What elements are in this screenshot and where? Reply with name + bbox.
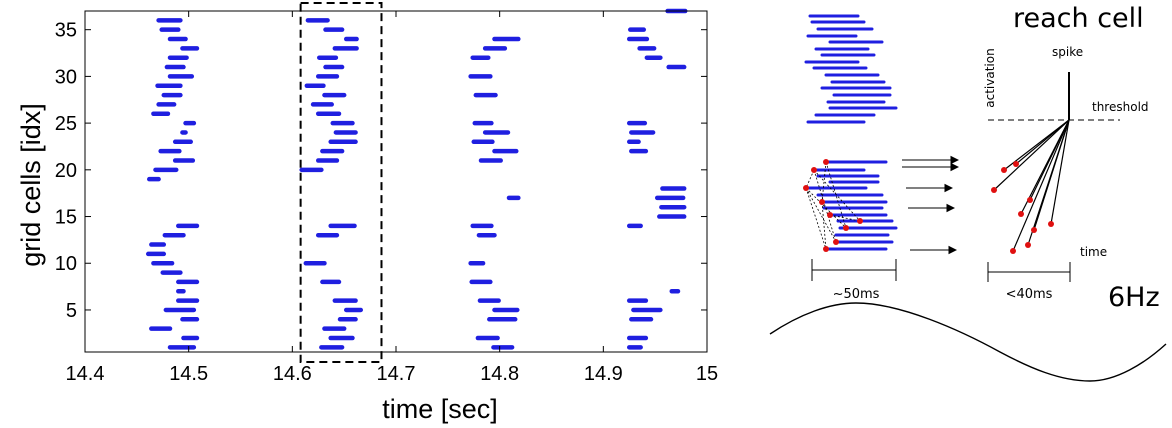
- upper-spike-cluster: [804, 14, 898, 124]
- y-tick-label: 10: [55, 253, 77, 275]
- frequency-label: 6Hz: [1108, 282, 1160, 313]
- spike-segments: [145, 8, 688, 350]
- left-scale-label: ~50ms: [833, 287, 880, 302]
- time-label: time: [1080, 245, 1107, 259]
- right-red-dots: [991, 161, 1054, 254]
- spike-label: spike: [1052, 45, 1083, 59]
- y-tick-label: 15: [55, 207, 77, 229]
- y-tick-label: 20: [55, 160, 77, 182]
- x-tick-label: 14.7: [377, 363, 416, 385]
- schematic-title: reach cell: [1013, 3, 1144, 34]
- highlight-window-box: [299, 2, 383, 363]
- x-tick-label: 14.8: [480, 363, 519, 385]
- x-tick-label: 14.6: [273, 363, 312, 385]
- y-tick-label: 5: [66, 300, 77, 322]
- x-tick-label: 14.4: [66, 363, 105, 385]
- x-axis-label: time [sec]: [382, 394, 498, 424]
- reach-cell-schematic: reach cell: [769, 3, 1167, 382]
- x-axis-ticks: 14.4 14.5 14.6 14.7 14.8 14.9 15: [66, 11, 718, 385]
- raster-plot: 14.4 14.5 14.6 14.7 14.8 14.9 15 5 10 15 20 25 30 35…: [16, 2, 718, 424]
- y-tick-label: 35: [55, 20, 77, 42]
- lower-spike-cluster: [804, 160, 898, 251]
- theta-wave: [769, 302, 1167, 382]
- left-red-dots: [803, 159, 863, 252]
- left-scale-bar: [811, 259, 897, 281]
- right-scale-bar: [987, 262, 1071, 282]
- dotted-links: [805, 161, 861, 250]
- threshold-label: threshold: [1092, 100, 1149, 114]
- activation-label: activation: [983, 48, 997, 107]
- y-tick-label: 30: [55, 66, 77, 88]
- x-tick-label: 14.9: [584, 363, 623, 385]
- y-tick-label: 25: [55, 113, 77, 135]
- y-axis-label: grid cells [idx]: [16, 103, 46, 267]
- projection-arrows: [902, 155, 960, 255]
- x-tick-label: 14.5: [169, 363, 208, 385]
- right-scale-label: <40ms: [1006, 287, 1053, 302]
- y-axis-ticks: 5 10 15 20 25 30 35: [55, 20, 707, 322]
- x-tick-label: 15: [696, 363, 718, 385]
